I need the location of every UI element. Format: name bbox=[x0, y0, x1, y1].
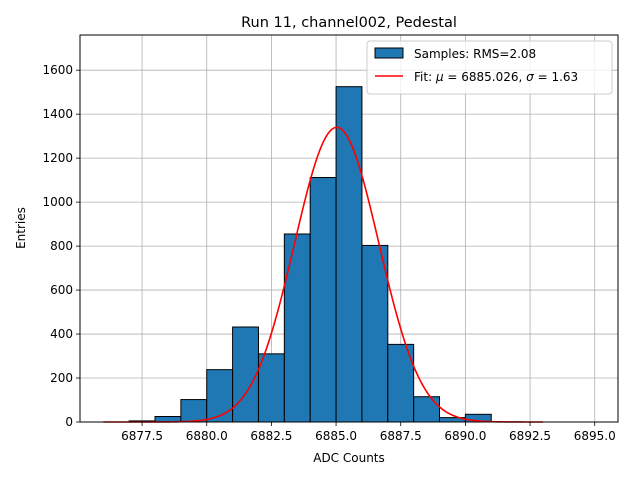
x-axis-label: ADC Counts bbox=[313, 451, 385, 465]
legend-fit-label: Fit: μ = 6885.026, σ = 1.63 bbox=[414, 70, 578, 84]
x-tick-label: 6895.0 bbox=[574, 429, 616, 443]
y-tick-label: 1000 bbox=[42, 195, 73, 209]
legend: Samples: RMS=2.08 Fit: μ = 6885.026, σ =… bbox=[366, 40, 613, 95]
histogram-bars bbox=[128, 86, 492, 423]
histogram-bar bbox=[335, 86, 363, 423]
chart-title: Run 11, channel002, Pedestal bbox=[241, 15, 457, 31]
legend-histogram-swatch bbox=[374, 47, 404, 59]
histogram-bar bbox=[309, 176, 337, 423]
x-tick-label: 6882.5 bbox=[250, 429, 292, 443]
y-axis-label: Entries bbox=[14, 207, 28, 249]
histogram-bar bbox=[232, 326, 259, 423]
y-tick-label: 200 bbox=[50, 371, 73, 385]
histogram-bar bbox=[180, 399, 208, 423]
x-tick-label: 6892.5 bbox=[509, 429, 551, 443]
histogram-bar bbox=[283, 233, 311, 423]
y-tick-label: 1400 bbox=[42, 107, 73, 121]
legend-histogram-label: Samples: RMS=2.08 bbox=[414, 47, 536, 61]
y-tick-label: 0 bbox=[65, 415, 73, 429]
x-tick-label: 6885.0 bbox=[315, 429, 357, 443]
y-tick-label: 1600 bbox=[42, 63, 73, 77]
x-tick-label: 6890.0 bbox=[444, 429, 486, 443]
histogram-bar bbox=[257, 353, 285, 423]
plot-frame bbox=[79, 34, 619, 423]
x-tick-label: 6880.0 bbox=[186, 429, 228, 443]
histogram-bar bbox=[206, 369, 234, 423]
x-tick-label: 6887.5 bbox=[380, 429, 422, 443]
y-axis-ticks: 0 200 400 600 800 1000 1200 1400 1600 bbox=[42, 63, 80, 429]
y-tick-label: 1200 bbox=[42, 151, 73, 165]
y-tick-label: 600 bbox=[50, 283, 73, 297]
y-tick-label: 400 bbox=[50, 327, 73, 341]
histogram-bar bbox=[361, 244, 389, 423]
x-tick-label: 6877.5 bbox=[121, 429, 163, 443]
legend-box bbox=[366, 40, 613, 95]
histogram-bar bbox=[413, 396, 441, 423]
x-axis-ticks: 6877.5 6880.0 6882.5 6885.0 6887.5 6890.0 6892… bbox=[121, 422, 616, 443]
y-tick-label: 800 bbox=[50, 239, 73, 253]
